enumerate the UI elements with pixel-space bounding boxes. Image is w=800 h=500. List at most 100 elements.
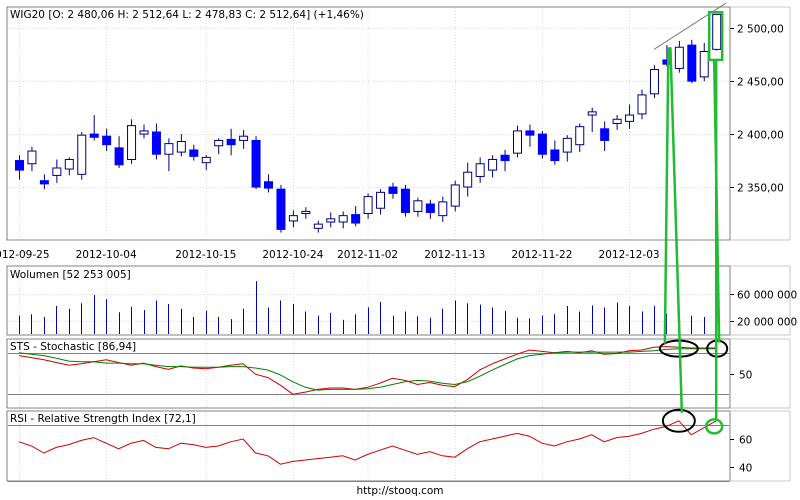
candle [450, 180, 460, 212]
candle [201, 155, 211, 171]
volume-title: Wolumen [52 253 005] [10, 269, 131, 281]
candle [326, 212, 336, 228]
rsi-title: RSI - Relative Strength Index [72,1] [10, 413, 196, 425]
candle [313, 220, 323, 233]
rsi-ellipse-annotation [661, 408, 696, 433]
candle-body [114, 147, 124, 166]
price-ytick-label: 2 450,00 [737, 77, 784, 89]
candle [127, 119, 137, 164]
candle-body [251, 139, 261, 188]
candle [189, 144, 199, 161]
candle-body [176, 141, 186, 153]
candle-body [637, 94, 647, 115]
candle-body [712, 13, 722, 50]
candle-body [612, 118, 622, 124]
candle-body [64, 159, 74, 170]
candle [39, 174, 49, 190]
candle-body [413, 200, 423, 212]
candle-body [288, 215, 298, 222]
candle-body [687, 44, 697, 82]
price-ytick-label: 2 500,00 [737, 24, 784, 36]
candle-body [376, 191, 386, 209]
x-axis-label: 2012-11-22 [511, 249, 572, 261]
x-axis-label: 2012-09-25 [0, 249, 50, 261]
candle-body [164, 143, 174, 155]
candle-body [425, 203, 435, 213]
candle [400, 184, 410, 217]
x-axis-label: 2012-10-24 [262, 249, 323, 261]
candle-body [326, 218, 336, 223]
volume-ytick-label: 20 000 000 [737, 317, 797, 329]
price-ytick-label: 2 350,00 [737, 183, 784, 195]
price-ytick-label: 2 400,00 [737, 130, 784, 142]
candle [562, 135, 572, 162]
candle-body [537, 133, 547, 155]
candle-body [562, 137, 572, 153]
candle [513, 125, 522, 158]
candle [64, 157, 74, 176]
candle [649, 65, 659, 99]
candle-body [450, 184, 460, 207]
candle-body [338, 215, 348, 223]
candle [251, 136, 261, 190]
candle-body [15, 160, 24, 171]
candle-body [649, 68, 659, 95]
candle [388, 182, 398, 199]
candle [301, 207, 311, 219]
candle-body [151, 131, 161, 155]
candle [600, 121, 610, 152]
candle [27, 146, 37, 172]
candle [525, 124, 535, 147]
candle-body [276, 188, 286, 230]
candle-body [400, 188, 410, 213]
x-axis-label: 2012-11-02 [337, 249, 398, 261]
connector-line-annotation [669, 47, 684, 413]
candle [637, 89, 647, 120]
volume-ytick-label: 60 000 000 [737, 290, 797, 302]
candle-body [674, 46, 684, 69]
candle [475, 157, 485, 183]
candle-body [189, 149, 199, 157]
candle [712, 13, 722, 51]
candle-body [214, 139, 224, 147]
candle [500, 149, 510, 172]
candle [264, 174, 273, 193]
candle-body [475, 163, 485, 177]
candle-body [388, 186, 398, 194]
candle [77, 131, 87, 180]
candle-body [513, 130, 522, 154]
candle-body [139, 130, 149, 135]
candle [226, 128, 236, 156]
candle-body [463, 171, 473, 188]
rsi-circle-annotation [704, 418, 724, 435]
candle-body [587, 111, 597, 116]
candle-body [525, 130, 535, 136]
candle [363, 193, 373, 219]
candle [413, 197, 423, 217]
rsi-ytick-label: 40 [739, 463, 752, 475]
candle-body [313, 223, 323, 229]
candle-body [127, 125, 137, 161]
candle [351, 206, 361, 227]
candle [674, 40, 684, 73]
candle-body [438, 201, 448, 217]
candle [438, 196, 448, 222]
candle [164, 138, 174, 172]
candle-body [102, 135, 112, 146]
candle-body [239, 135, 249, 141]
candle [463, 162, 473, 197]
candle-body [550, 149, 560, 162]
candle [114, 136, 124, 168]
candle-body [301, 210, 311, 215]
x-axis-label: 2012-12-03 [599, 249, 660, 261]
candle [550, 140, 560, 165]
candle [612, 115, 622, 130]
candle-body [226, 138, 236, 146]
footer-url[interactable]: http://stooq.com [356, 485, 444, 497]
candle-body [600, 128, 610, 141]
candle-body [625, 114, 635, 122]
candle-body [52, 167, 62, 176]
candle [89, 115, 99, 141]
candle [587, 107, 597, 132]
